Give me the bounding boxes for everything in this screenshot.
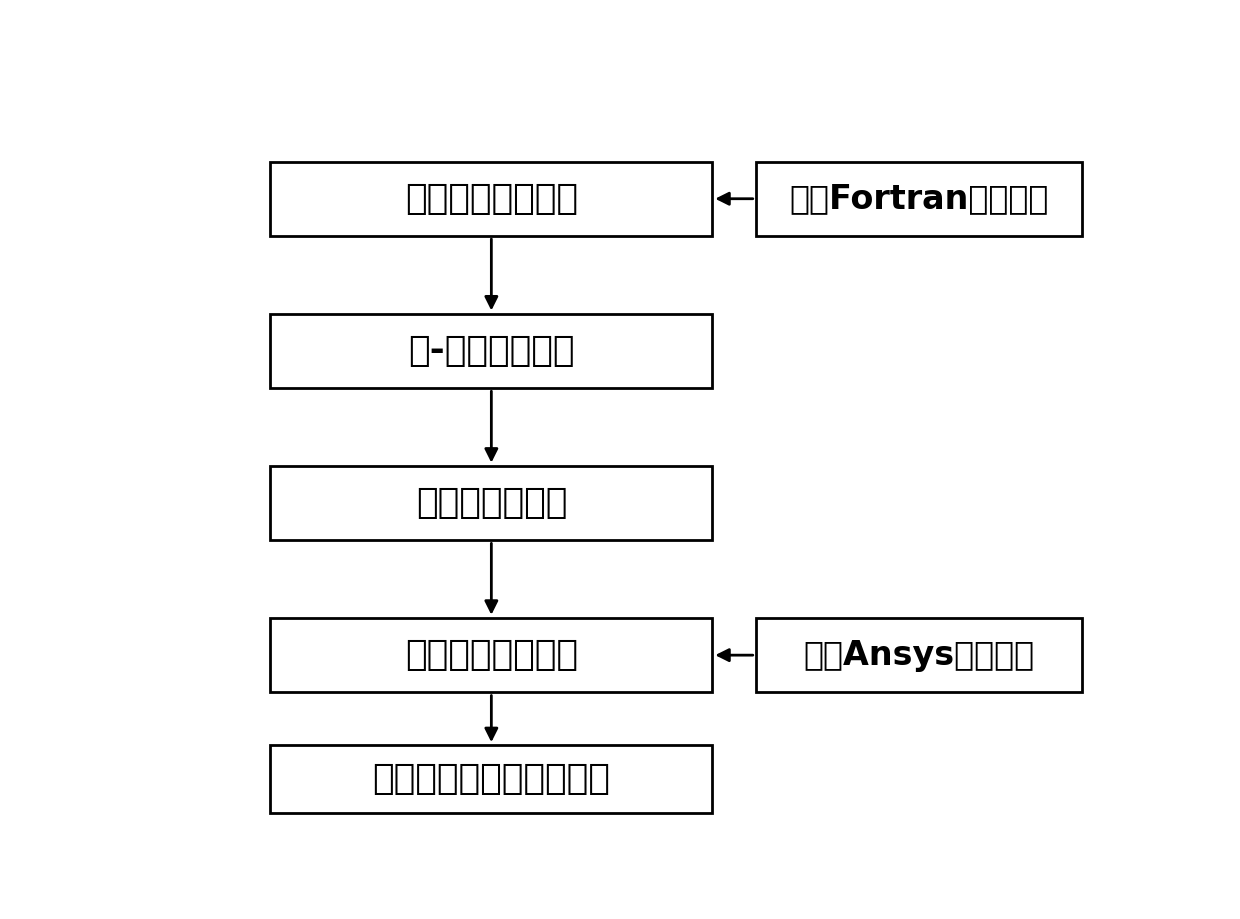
Text: 采用Ansys软件求解: 采用Ansys软件求解 xyxy=(804,639,1034,672)
Text: 气-液交界面处理: 气-液交界面处理 xyxy=(408,334,574,368)
Bar xyxy=(755,618,1083,692)
Bar xyxy=(755,162,1083,236)
Text: 构建流体控制方程: 构建流体控制方程 xyxy=(404,182,578,216)
Text: 采用后处理软件处理数据: 采用后处理软件处理数据 xyxy=(372,762,610,796)
Bar xyxy=(270,162,712,236)
Text: 提取压力边界值: 提取压力边界值 xyxy=(415,486,567,520)
Text: 采用Fortran程序编程: 采用Fortran程序编程 xyxy=(790,182,1049,215)
Bar xyxy=(270,618,712,692)
Bar xyxy=(270,313,712,388)
Bar xyxy=(270,466,712,540)
Text: 构建固体控制方程: 构建固体控制方程 xyxy=(404,638,578,672)
Bar xyxy=(270,745,712,812)
